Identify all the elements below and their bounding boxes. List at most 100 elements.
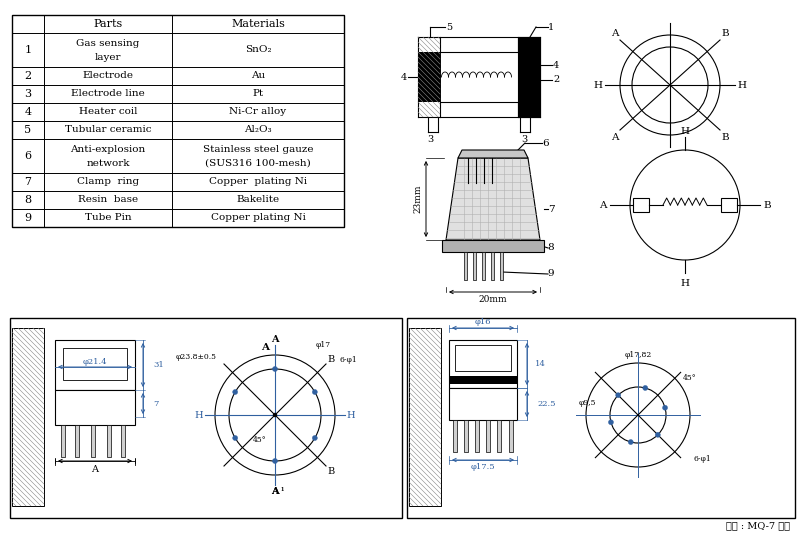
Bar	[12, 15, 344, 227]
Text: A: A	[611, 132, 618, 141]
Text: 2: 2	[25, 71, 31, 81]
Bar	[12, 173, 44, 191]
Bar	[107, 425, 111, 457]
Bar	[12, 103, 44, 121]
Bar	[463, 252, 466, 280]
Bar	[12, 33, 44, 67]
Text: B: B	[721, 132, 729, 141]
Text: SnO₂: SnO₂	[245, 45, 271, 55]
Text: 4: 4	[25, 107, 31, 117]
Bar	[44, 33, 172, 67]
Text: B: B	[763, 200, 771, 210]
Bar	[44, 209, 172, 227]
Text: Electrode: Electrode	[82, 71, 134, 80]
Bar	[482, 252, 485, 280]
Polygon shape	[458, 150, 528, 158]
Text: 5: 5	[25, 125, 31, 135]
Text: B: B	[327, 467, 334, 476]
Bar	[12, 15, 44, 33]
Bar	[449, 376, 517, 384]
Bar	[91, 425, 95, 457]
Text: A: A	[261, 342, 269, 352]
Text: 3: 3	[25, 89, 31, 99]
Text: H: H	[194, 410, 203, 420]
Bar	[12, 85, 44, 103]
Text: 8: 8	[548, 244, 554, 253]
Circle shape	[312, 435, 318, 441]
Text: 6: 6	[542, 138, 550, 147]
Text: φ17: φ17	[316, 341, 331, 349]
Text: φ21.4: φ21.4	[82, 358, 107, 366]
Polygon shape	[446, 158, 540, 240]
Bar	[449, 340, 517, 388]
Text: A: A	[611, 29, 618, 37]
Polygon shape	[442, 240, 544, 252]
Bar	[464, 420, 468, 452]
Text: φ23.8±0.5: φ23.8±0.5	[176, 353, 217, 361]
Bar	[490, 252, 494, 280]
Text: Parts: Parts	[94, 19, 122, 29]
Text: Tube Pin: Tube Pin	[85, 213, 131, 222]
Text: φ17.5: φ17.5	[470, 463, 495, 471]
Text: Resin  base: Resin base	[78, 195, 138, 205]
Text: A: A	[599, 200, 606, 210]
Text: 3: 3	[521, 136, 527, 145]
Circle shape	[273, 413, 277, 417]
Text: 31: 31	[153, 361, 164, 369]
Circle shape	[233, 389, 238, 395]
Text: 8: 8	[25, 195, 31, 205]
Circle shape	[655, 433, 660, 437]
Bar	[633, 198, 649, 212]
Bar	[44, 121, 172, 139]
Bar	[499, 252, 502, 280]
Text: 45°: 45°	[253, 436, 267, 444]
Bar	[172, 173, 344, 191]
Text: 9: 9	[548, 269, 554, 279]
Bar	[12, 328, 44, 506]
Text: (SUS316 100-mesh): (SUS316 100-mesh)	[205, 159, 311, 167]
Bar	[518, 37, 540, 117]
Bar	[44, 67, 172, 85]
Circle shape	[642, 386, 648, 390]
Circle shape	[662, 405, 667, 410]
Text: φ9,5: φ9,5	[578, 399, 596, 407]
Text: 1: 1	[548, 23, 554, 31]
Text: Copper plating Ni: Copper plating Ni	[210, 213, 306, 222]
Text: 2: 2	[553, 76, 559, 84]
Text: Au: Au	[251, 71, 265, 80]
Text: Al₂O₃: Al₂O₃	[244, 125, 272, 134]
Bar	[172, 85, 344, 103]
Text: A: A	[271, 487, 279, 496]
Text: 7: 7	[25, 177, 31, 187]
Bar	[12, 121, 44, 139]
Text: A: A	[271, 334, 279, 343]
Text: Heater coil: Heater coil	[78, 107, 138, 117]
Bar	[44, 103, 172, 121]
Text: H: H	[738, 80, 746, 90]
Text: 22.5: 22.5	[537, 400, 555, 408]
Bar	[497, 420, 501, 452]
Text: Anti-explosion: Anti-explosion	[70, 145, 146, 153]
Bar	[418, 52, 440, 102]
Text: 출처 : MQ-7 스펙: 출처 : MQ-7 스펙	[726, 521, 790, 530]
Text: H: H	[681, 280, 690, 288]
Text: 5: 5	[446, 23, 452, 31]
Text: 45°: 45°	[682, 374, 696, 382]
Text: 6-φ1: 6-φ1	[694, 455, 712, 463]
Text: H: H	[681, 126, 690, 136]
Bar	[518, 37, 540, 117]
Text: 4: 4	[553, 60, 559, 70]
Text: Ni-Cr alloy: Ni-Cr alloy	[230, 107, 286, 117]
Bar	[172, 121, 344, 139]
Circle shape	[616, 393, 621, 397]
Bar	[455, 345, 511, 371]
Bar	[418, 37, 440, 117]
Text: 6: 6	[25, 151, 31, 161]
Bar	[44, 139, 172, 173]
Bar	[721, 198, 737, 212]
Circle shape	[312, 389, 318, 395]
Bar	[44, 15, 172, 33]
Text: 9: 9	[25, 213, 31, 223]
Bar	[12, 209, 44, 227]
Bar	[121, 425, 125, 457]
